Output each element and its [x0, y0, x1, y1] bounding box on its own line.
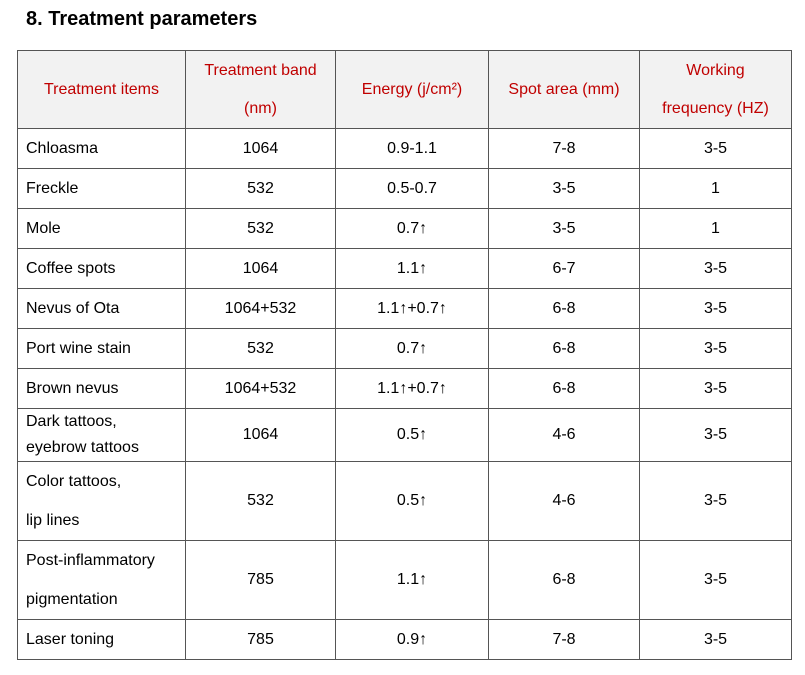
cell-band: 532 [185, 461, 336, 541]
table-row: Laser toning 785 0.9↑ 7-8 3-5 [17, 619, 792, 660]
table-row: Dark tattoos, eyebrow tattoos 1064 0.5↑ … [17, 408, 792, 462]
cell-band: 785 [185, 619, 336, 660]
cell-energy: 0.7↑ [335, 328, 489, 369]
header-spot-area: Spot area (mm) [488, 50, 640, 129]
cell-frequency: 3-5 [639, 368, 792, 409]
cell-treatment-item: Port wine stain [17, 328, 186, 369]
cell-frequency: 1 [639, 208, 792, 249]
cell-spot: 3-5 [488, 168, 640, 209]
table-row: Nevus of Ota 1064+532 1.1↑+0.7↑ 6-8 3-5 [17, 288, 792, 329]
cell-spot: 3-5 [488, 208, 640, 249]
item-line1: Color tattoos, [26, 473, 122, 490]
item-line1: Post-inflammatory [26, 552, 155, 569]
cell-frequency: 3-5 [639, 288, 792, 329]
cell-energy: 1.1↑ [335, 248, 489, 289]
table-row: Freckle 532 0.5-0.7 3-5 1 [17, 168, 792, 209]
cell-spot: 6-8 [488, 368, 640, 409]
table-row: Coffee spots 1064 1.1↑ 6-7 3-5 [17, 248, 792, 289]
cell-band: 1064+532 [185, 288, 336, 329]
header-treatment-band: Treatment band (nm) [185, 50, 336, 129]
header-energy: Energy (j/cm²) [335, 50, 489, 129]
table-row: Color tattoos, lip lines 532 0.5↑ 4-6 3-… [17, 461, 792, 541]
cell-band: 1064 [185, 248, 336, 289]
cell-frequency: 3-5 [639, 619, 792, 660]
header-working-frequency-line1: Working [686, 61, 745, 79]
section-title: 8. Treatment parameters [26, 8, 258, 30]
header-working-frequency-line2: frequency (HZ) [662, 99, 769, 117]
cell-band: 532 [185, 328, 336, 369]
cell-treatment-item: Nevus of Ota [17, 288, 186, 329]
table-row: Chloasma 1064 0.9-1.1 7-8 3-5 [17, 128, 792, 169]
cell-energy: 0.7↑ [335, 208, 489, 249]
table-row: Mole 532 0.7↑ 3-5 1 [17, 208, 792, 249]
header-treatment-band-line2: (nm) [244, 99, 277, 117]
cell-treatment-item: Dark tattoos, eyebrow tattoos [17, 408, 186, 462]
cell-treatment-item: Brown nevus [17, 368, 186, 409]
cell-spot: 4-6 [488, 461, 640, 541]
cell-treatment-item: Laser toning [17, 619, 186, 660]
cell-frequency: 3-5 [639, 461, 792, 541]
cell-treatment-item: Chloasma [17, 128, 186, 169]
item-line1: Laser toning [26, 630, 115, 648]
cell-energy: 0.9↑ [335, 619, 489, 660]
cell-frequency: 3-5 [639, 128, 792, 169]
header-working-frequency: Working frequency (HZ) [639, 50, 792, 129]
item-line1: Coffee spots [26, 259, 116, 277]
table-row: Brown nevus 1064+532 1.1↑+0.7↑ 6-8 3-5 [17, 368, 792, 409]
cell-frequency: 3-5 [639, 328, 792, 369]
cell-spot: 6-7 [488, 248, 640, 289]
cell-spot: 6-8 [488, 288, 640, 329]
table-row: Post-inflammatory pigmentation 785 1.1↑ … [17, 540, 792, 620]
cell-spot: 6-8 [488, 328, 640, 369]
cell-frequency: 3-5 [639, 540, 792, 620]
cell-band: 532 [185, 168, 336, 209]
header-treatment-items: Treatment items [17, 50, 186, 129]
item-line1: Chloasma [26, 139, 99, 157]
item-line2: pigmentation [26, 591, 118, 608]
cell-spot: 4-6 [488, 408, 640, 462]
item-line1: Port wine stain [26, 339, 131, 357]
table-row: Port wine stain 532 0.7↑ 6-8 3-5 [17, 328, 792, 369]
cell-spot: 7-8 [488, 128, 640, 169]
cell-frequency: 3-5 [639, 248, 792, 289]
table-header-row: Treatment items Treatment band (nm) Ener… [17, 50, 792, 129]
cell-frequency: 1 [639, 168, 792, 209]
item-line2: eyebrow tattoos [26, 439, 139, 456]
cell-band: 785 [185, 540, 336, 620]
cell-treatment-item: Mole [17, 208, 186, 249]
item-line1: Mole [26, 219, 61, 237]
cell-band: 1064 [185, 408, 336, 462]
cell-band: 1064 [185, 128, 336, 169]
cell-treatment-item: Color tattoos, lip lines [17, 461, 186, 541]
cell-band: 1064+532 [185, 368, 336, 409]
cell-energy: 0.9-1.1 [335, 128, 489, 169]
item-line2: lip lines [26, 512, 80, 529]
treatment-parameters-table: Treatment items Treatment band (nm) Ener… [17, 50, 792, 660]
cell-energy: 0.5↑ [335, 461, 489, 541]
cell-treatment-item: Post-inflammatory pigmentation [17, 540, 186, 620]
cell-frequency: 3-5 [639, 408, 792, 462]
item-line1: Dark tattoos, [26, 413, 117, 430]
cell-energy: 0.5-0.7 [335, 168, 489, 209]
cell-energy: 1.1↑+0.7↑ [335, 368, 489, 409]
cell-spot: 7-8 [488, 619, 640, 660]
item-line1: Freckle [26, 179, 79, 197]
cell-treatment-item: Freckle [17, 168, 186, 209]
cell-spot: 6-8 [488, 540, 640, 620]
header-treatment-band-line1: Treatment band [204, 61, 317, 79]
item-line1: Nevus of Ota [26, 299, 120, 317]
cell-treatment-item: Coffee spots [17, 248, 186, 289]
item-line1: Brown nevus [26, 379, 119, 397]
cell-band: 532 [185, 208, 336, 249]
cell-energy: 1.1↑+0.7↑ [335, 288, 489, 329]
cell-energy: 0.5↑ [335, 408, 489, 462]
cell-energy: 1.1↑ [335, 540, 489, 620]
